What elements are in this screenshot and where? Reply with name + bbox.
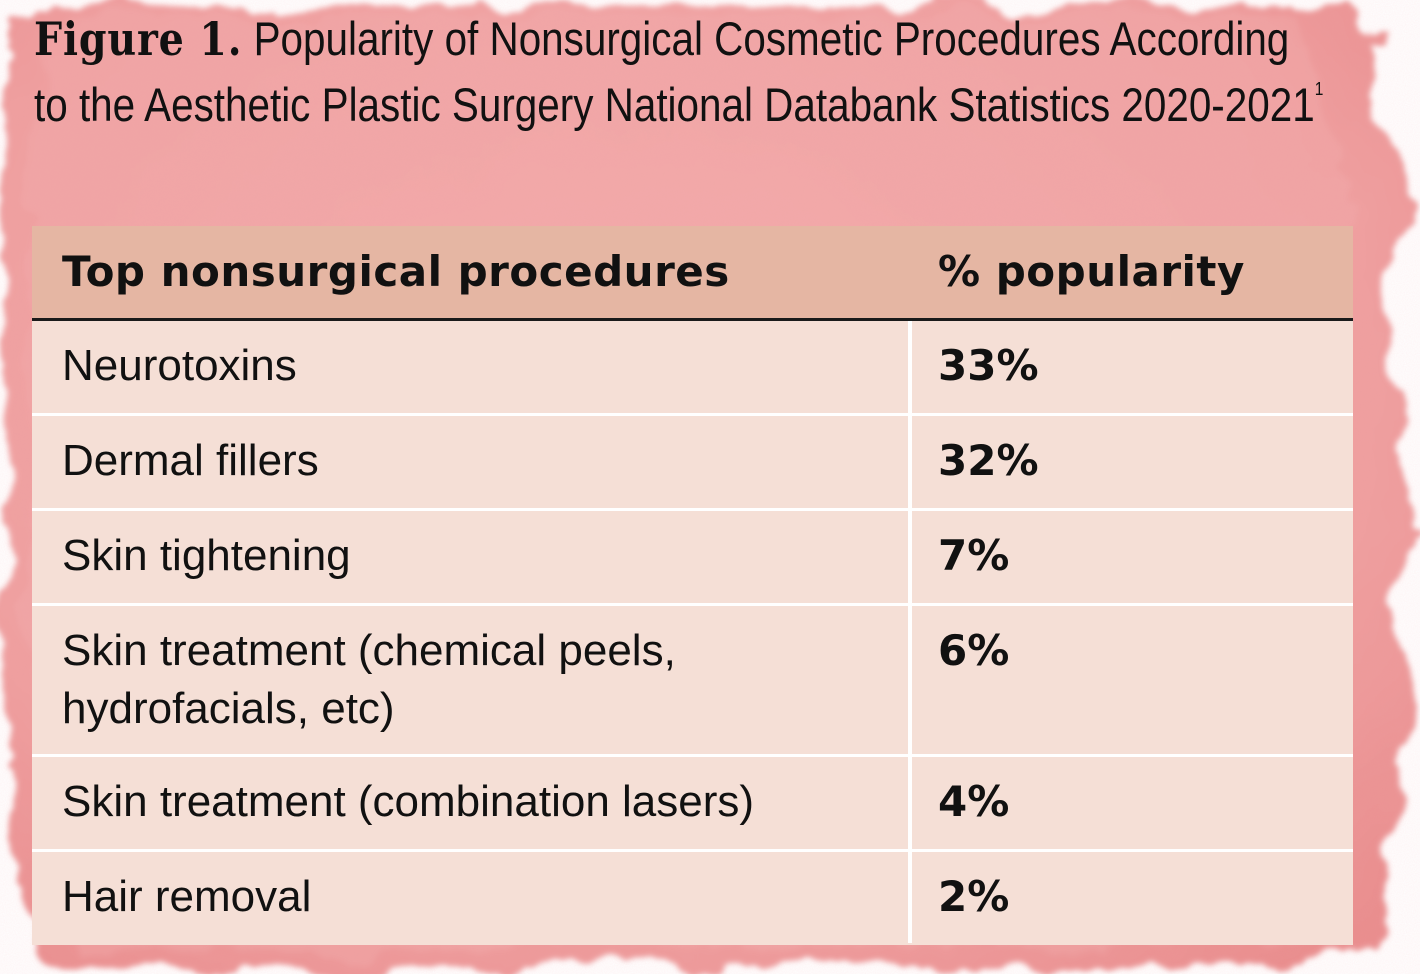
header-rule <box>32 318 1353 321</box>
procedure-name: Skin tightening <box>62 531 351 580</box>
procedure-name: Skin treatment (chemical peels, hydrofac… <box>62 626 676 733</box>
procedure-name: Skin treatment (combination lasers) <box>62 777 755 826</box>
figure-title: Figure 1. Popularity of Nonsurgical Cosm… <box>34 6 1324 138</box>
table-row: Skin treatment (chemical peels, hydrofac… <box>32 606 1353 754</box>
data-table: Top nonsurgical procedures % popularity … <box>32 226 1353 945</box>
figure-title-text: Popularity of Nonsurgical Cosmetic Proce… <box>34 12 1315 131</box>
table-row: Neurotoxins 33% <box>32 321 1353 413</box>
row-divider <box>32 413 1353 416</box>
popularity-value: 2% <box>938 872 1010 921</box>
procedure-name: Hair removal <box>62 872 312 921</box>
popularity-value: 4% <box>938 777 1010 826</box>
table-row: Hair removal 2% <box>32 852 1353 945</box>
header-procedures: Top nonsurgical procedures <box>62 247 730 296</box>
row-divider <box>32 754 1353 757</box>
column-divider <box>908 321 912 943</box>
popularity-value: 32% <box>938 436 1039 485</box>
popularity-value: 7% <box>938 531 1010 580</box>
row-divider <box>32 849 1353 852</box>
procedure-name: Dermal fillers <box>62 436 319 485</box>
header-popularity: % popularity <box>938 247 1245 296</box>
row-divider <box>32 508 1353 511</box>
table-row: Skin tightening 7% <box>32 511 1353 603</box>
row-divider <box>32 603 1353 606</box>
popularity-value: 6% <box>938 626 1010 675</box>
table-row: Dermal fillers 32% <box>32 416 1353 508</box>
figure-label: Figure 1. <box>34 12 243 66</box>
table-header: Top nonsurgical procedures % popularity <box>32 226 1353 318</box>
popularity-value: 33% <box>938 341 1039 390</box>
table-row: Skin treatment (combination lasers) 4% <box>32 757 1353 849</box>
reference-mark: 1 <box>1314 79 1324 99</box>
procedure-name: Neurotoxins <box>62 341 297 390</box>
